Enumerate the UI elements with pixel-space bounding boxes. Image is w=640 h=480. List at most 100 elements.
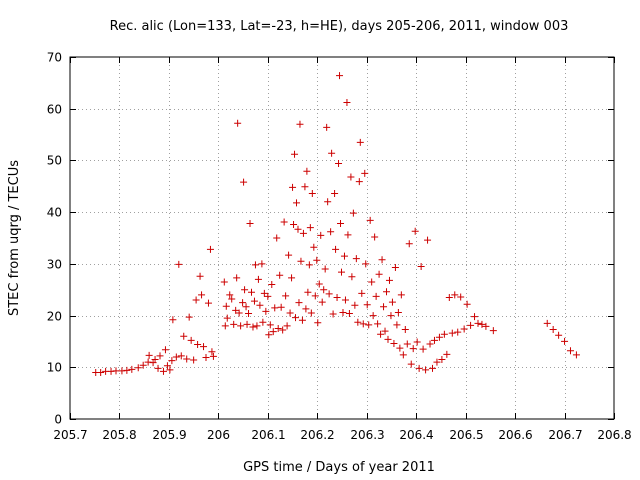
data-point: [377, 330, 385, 338]
data-point: [308, 190, 316, 198]
data-point: [159, 367, 167, 375]
data-point: [128, 365, 136, 373]
x-tick-label: 206.2: [300, 428, 334, 442]
data-point: [384, 335, 392, 343]
y-tick-label: 70: [47, 51, 62, 65]
data-point: [362, 260, 370, 268]
data-point: [555, 331, 563, 339]
data-point: [343, 99, 351, 107]
data-point: [226, 291, 234, 299]
data-point: [354, 318, 362, 326]
data-point: [183, 355, 191, 363]
data-point: [417, 262, 425, 270]
data-point: [241, 286, 249, 294]
data-point: [378, 256, 386, 264]
data-point: [304, 288, 312, 296]
data-point: [242, 303, 250, 311]
data-point: [393, 321, 401, 329]
data-point: [228, 295, 236, 303]
data-point: [489, 327, 497, 335]
data-point: [355, 178, 363, 186]
data-point: [154, 364, 162, 372]
data-point: [274, 325, 282, 332]
data-point: [192, 296, 200, 304]
data-point: [254, 275, 262, 283]
data-point: [349, 209, 357, 217]
data-point: [375, 270, 383, 278]
data-point: [391, 263, 399, 271]
data-point: [448, 329, 456, 337]
y-tick-label: 60: [47, 103, 62, 117]
data-point: [387, 312, 395, 320]
data-point: [413, 338, 421, 346]
x-tick-label: 205.9: [152, 428, 186, 442]
data-point: [388, 298, 396, 306]
y-tick-label: 30: [47, 258, 62, 272]
data-point: [273, 234, 281, 242]
data-point: [301, 183, 309, 191]
data-point: [97, 368, 105, 376]
data-point: [107, 367, 115, 375]
data-point: [396, 344, 404, 352]
data-point: [438, 356, 446, 364]
data-point: [247, 288, 255, 296]
data-point: [338, 268, 346, 276]
x-tick-label: 205.8: [102, 428, 136, 442]
data-point: [435, 333, 443, 341]
data-point: [166, 366, 174, 374]
data-point: [156, 352, 164, 360]
data-point: [424, 236, 432, 244]
data-point: [310, 243, 318, 251]
x-tick-label: 206.3: [350, 428, 384, 442]
data-point: [222, 302, 230, 310]
data-point: [366, 216, 374, 224]
data-point: [419, 345, 427, 353]
data-point: [298, 316, 306, 324]
data-point: [335, 160, 343, 168]
data-point: [264, 292, 272, 300]
data-point: [336, 72, 344, 80]
data-point: [190, 356, 198, 364]
data-point: [337, 220, 345, 228]
data-point: [202, 353, 210, 361]
data-point: [474, 319, 482, 327]
data-point: [463, 300, 471, 308]
data-point: [223, 314, 231, 322]
data-point: [139, 361, 147, 369]
data-point: [429, 364, 437, 372]
data-point: [246, 220, 254, 228]
axis-ticks: [70, 57, 615, 420]
data-point: [333, 293, 341, 301]
data-point: [230, 320, 238, 328]
data-point: [187, 336, 195, 344]
data-point: [451, 291, 459, 299]
data-point: [401, 326, 409, 334]
x-tick-label: 206: [207, 428, 230, 442]
data-point: [321, 265, 329, 273]
data-point: [324, 198, 332, 206]
data-point: [329, 310, 337, 318]
data-point: [237, 322, 245, 330]
data-point: [260, 289, 268, 297]
y-tick-label: 50: [47, 154, 62, 168]
x-tick-labels: 205.7 205.8 205.9 206 206.1 206.2 206.3 206.4 20…: [53, 428, 631, 442]
y-axis-title: STEC from uqrg / TECUs: [7, 160, 22, 316]
y-tick-label: 0: [54, 413, 62, 427]
data-point: [365, 321, 373, 329]
data-point: [123, 366, 131, 374]
data-point: [411, 227, 419, 235]
data-point: [359, 320, 367, 328]
data-point: [265, 331, 273, 339]
data-point: [251, 261, 259, 269]
x-tick-label: 206.7: [548, 428, 582, 442]
data-point: [325, 290, 333, 298]
data-points: [92, 72, 580, 376]
data-point: [299, 229, 307, 237]
data-point: [200, 343, 208, 351]
data-point: [262, 307, 270, 315]
data-point: [145, 351, 153, 359]
x-tick-label: 206.6: [498, 428, 532, 442]
data-point: [290, 221, 298, 229]
data-point: [144, 358, 152, 366]
